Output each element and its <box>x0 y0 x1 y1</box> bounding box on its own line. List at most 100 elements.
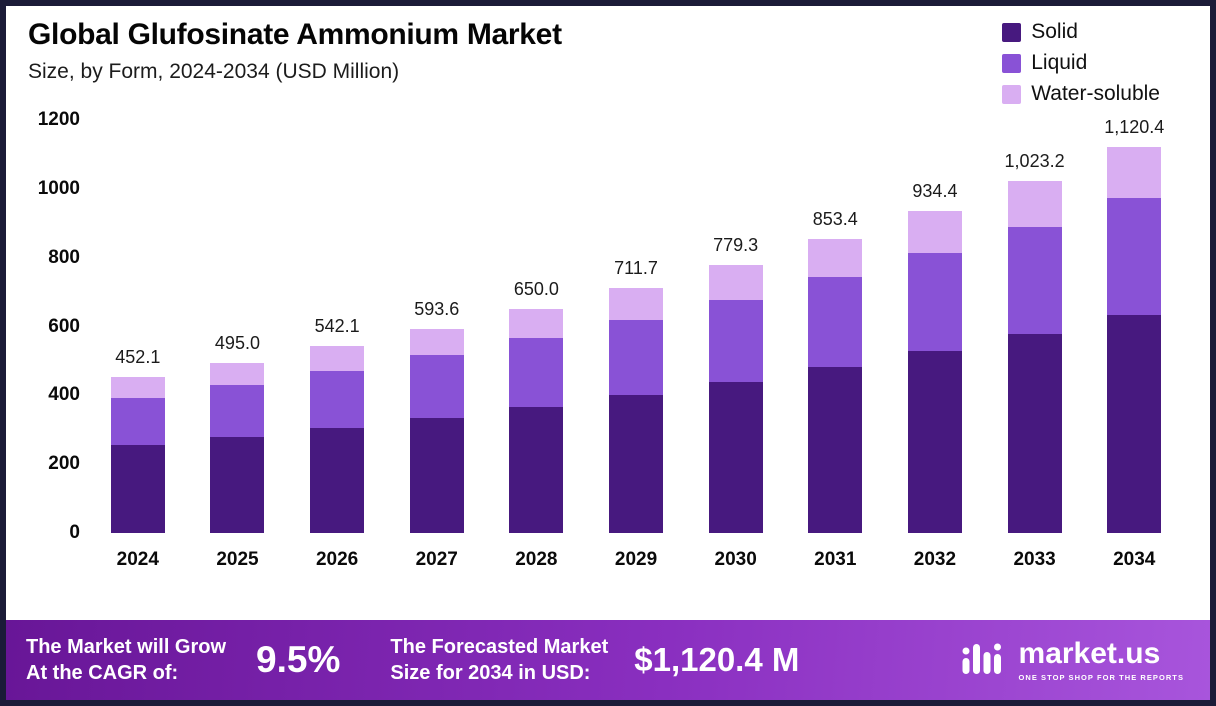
x-axis-label: 2029 <box>614 549 658 570</box>
bar-area: 853.4 <box>808 120 863 533</box>
bar-segment-liquid <box>509 338 564 407</box>
x-axis-label: 2030 <box>714 549 757 570</box>
bar-total-label: 495.0 <box>214 332 260 353</box>
bar-stack <box>907 211 962 533</box>
bar-column-2026: 542.1 2026 <box>287 120 387 571</box>
chart-header: Global Glufosinate Ammonium Market Size,… <box>6 6 1210 106</box>
page-title: Global Glufosinate Ammonium Market <box>28 18 562 51</box>
bar-segment-solid <box>708 381 763 533</box>
bar-column-2034: 1,120.4 2034 <box>1084 117 1184 571</box>
bar-stack <box>110 377 165 533</box>
y-axis-tick: 800 <box>48 246 80 268</box>
bar-segment-solid <box>907 351 962 533</box>
bar-area: 779.3 <box>708 120 763 533</box>
bar-column-2027: 593.6 2027 <box>387 120 487 571</box>
bar-total-label: 711.7 <box>614 258 658 279</box>
bar-segment-liquid <box>409 355 464 418</box>
bar-total-label: 853.4 <box>812 209 858 230</box>
bar-area: 650.0 <box>509 120 564 533</box>
legend-swatch-solid <box>1002 22 1022 42</box>
bar-total-label: 593.6 <box>414 298 460 319</box>
y-axis-tick: 1200 <box>37 109 80 130</box>
bar-segment-water-soluble <box>210 362 265 385</box>
legend-label-liquid: Liquid <box>1031 51 1088 74</box>
bar-column-2031: 853.4 2031 <box>785 120 885 571</box>
bar-segment-water-soluble <box>609 288 664 320</box>
title-block: Global Glufosinate Ammonium Market Size,… <box>28 18 562 106</box>
bar-area: 495.0 <box>210 120 265 533</box>
chart-region: 0 200 400 600 800 1000 1200 452.1 2024 495.0 2025… <box>6 106 1210 620</box>
bar-stack <box>609 288 664 533</box>
bar-area: 542.1 <box>310 120 365 533</box>
bar-area: 452.1 <box>110 120 165 533</box>
y-axis-tick: 400 <box>48 384 80 406</box>
bar-area: 1,023.2 <box>1005 120 1065 533</box>
cagr-value: 9.5% <box>256 639 341 680</box>
bar-segment-liquid <box>110 397 165 446</box>
bar-segment-water-soluble <box>1007 180 1062 227</box>
cagr-label-line1: The Market will Grow <box>26 636 227 658</box>
bar-stack <box>210 362 265 533</box>
x-axis-label: 2033 <box>1013 549 1056 570</box>
bar-segment-water-soluble <box>907 211 962 254</box>
bar-segment-solid <box>609 394 664 533</box>
bar-total-label: 542.1 <box>314 316 360 337</box>
x-axis-label: 2034 <box>1113 549 1156 570</box>
legend-label-solid: Solid <box>1031 20 1078 43</box>
bar-segment-solid <box>210 436 265 533</box>
y-axis-tick: 200 <box>48 453 80 475</box>
bar-stack <box>310 346 365 533</box>
bar-segment-water-soluble <box>310 346 365 371</box>
forecast-label: The Forecasted Market Size for 2034 in U… <box>390 634 608 686</box>
bar-area: 1,120.4 <box>1104 117 1164 533</box>
bar-segment-solid <box>310 427 365 533</box>
x-axis-label: 2032 <box>913 549 957 570</box>
y-axis-tick: 0 <box>69 522 80 543</box>
legend-item-water-soluble: Water-soluble <box>1002 82 1160 106</box>
marketus-logo: market.us ONE STOP SHOP FOR THE REPORTS <box>961 638 1190 683</box>
forecast-label-line2: Size for 2034 in USD: <box>390 662 591 684</box>
bar-column-2033: 1,023.2 2033 <box>985 120 1085 571</box>
bar-total-label: 452.1 <box>115 347 161 368</box>
bar-stack <box>1007 180 1062 533</box>
marketus-logo-icon <box>961 638 1007 683</box>
bar-column-2024: 452.1 2024 <box>88 120 188 571</box>
bar-stack <box>708 264 763 533</box>
bar-segment-water-soluble <box>509 309 564 339</box>
bar-segment-liquid <box>708 299 763 382</box>
legend-label-water-soluble: Water-soluble <box>1031 82 1160 105</box>
legend-item-solid: Solid <box>1002 20 1160 44</box>
legend: Solid Liquid Water-soluble <box>1002 20 1160 106</box>
bar-segment-liquid <box>609 319 664 395</box>
y-axis-tick: 600 <box>48 315 80 337</box>
bar-stack <box>808 239 863 533</box>
y-axis-tick: 1000 <box>37 177 80 199</box>
bar-segment-water-soluble <box>1107 147 1162 198</box>
bar-column-2032: 934.4 2032 <box>885 120 985 571</box>
bar-segment-liquid <box>808 277 863 367</box>
bar-column-2025: 495.0 2025 <box>188 120 288 571</box>
footer-banner: The Market will Grow At the CAGR of: 9.5… <box>6 620 1210 700</box>
bar-segment-solid <box>808 367 863 533</box>
bar-segment-solid <box>409 417 464 533</box>
bar-segment-water-soluble <box>110 377 165 398</box>
cagr-label-line2: At the CAGR of: <box>26 662 179 684</box>
forecast-value: $1,120.4 M <box>634 641 800 678</box>
bar-column-2028: 650.0 2028 <box>487 120 587 571</box>
x-axis-label: 2028 <box>515 549 558 570</box>
bar-segment-solid <box>509 406 564 533</box>
bar-area: 711.7 <box>609 120 664 533</box>
x-axis-label: 2024 <box>116 549 159 570</box>
plot-area: 452.1 2024 495.0 2025 542.1 2026 593.6 2027 650.… <box>88 117 1184 571</box>
legend-swatch-water-soluble <box>1002 84 1022 104</box>
brand-text: market.us ONE STOP SHOP FOR THE REPORTS <box>1019 638 1184 682</box>
bar-total-label: 1,023.2 <box>1004 150 1065 171</box>
cagr-label: The Market will Grow At the CAGR of: <box>26 634 226 686</box>
legend-swatch-liquid <box>1002 53 1022 73</box>
bar-stack <box>409 328 464 533</box>
x-axis-label: 2026 <box>315 549 359 570</box>
bar-column-2029: 711.7 2029 <box>586 120 686 571</box>
x-axis-label: 2025 <box>216 549 259 570</box>
bar-segment-water-soluble <box>708 264 763 300</box>
